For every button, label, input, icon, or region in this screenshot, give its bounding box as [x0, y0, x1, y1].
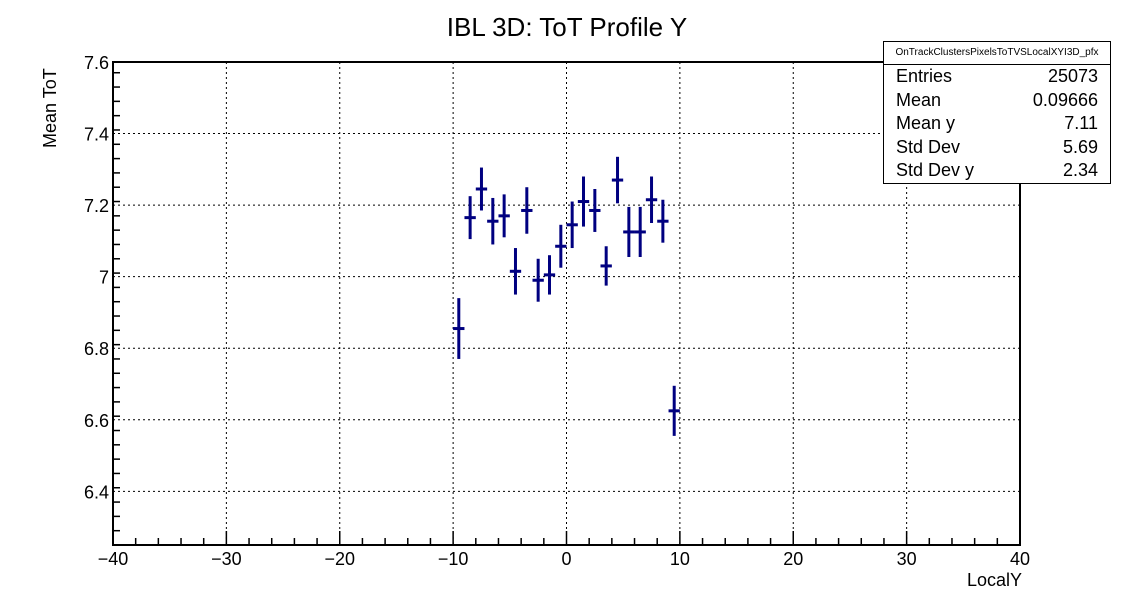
stats-box-title: OnTrackClustersPixelsToTVSLocalXYI3D_pfx: [884, 42, 1110, 65]
stats-value: 5.69: [1062, 136, 1098, 157]
stats-value: 2.34: [1062, 160, 1098, 180]
y-tick-label: 7.2: [84, 196, 109, 216]
stats-label: Std Dev y: [896, 160, 975, 180]
x-tick-label: −30: [211, 549, 242, 569]
x-axis-label: LocalY: [966, 570, 1022, 590]
x-tick-label: −10: [438, 549, 469, 569]
x-tick-label: 10: [670, 549, 690, 569]
stats-row-mean-y: Mean y 7.11: [884, 112, 1110, 136]
stats-row-std-dev-y: Std Dev y 2.34: [884, 159, 1110, 183]
x-tick-label: 40: [1010, 549, 1030, 569]
y-tick-label: 7: [99, 268, 109, 288]
y-tick-label: 6.4: [84, 482, 109, 502]
stats-label: Entries: [896, 66, 953, 86]
stats-value: 0.09666: [1032, 89, 1098, 110]
stats-row-entries: Entries 25073: [884, 65, 1110, 89]
x-tick-label: 20: [783, 549, 803, 569]
stats-label: Std Dev: [896, 136, 961, 157]
y-tick-label: 7.6: [84, 53, 109, 73]
stats-value: 25073: [1047, 66, 1098, 86]
stats-box: OnTrackClustersPixelsToTVSLocalXYI3D_pfx…: [883, 41, 1111, 184]
x-tick-label: −40: [98, 549, 129, 569]
y-tick-label: 7.4: [84, 125, 109, 145]
x-tick-label: −20: [324, 549, 355, 569]
x-tick-label: 0: [561, 549, 571, 569]
x-tick-label: 30: [897, 549, 917, 569]
y-tick-label: 6.6: [84, 411, 109, 431]
stats-label: Mean y: [896, 113, 956, 133]
stats-value: 7.11: [1064, 113, 1098, 133]
chart-title: IBL 3D: ToT Profile Y: [446, 12, 688, 42]
y-axis-label: Mean ToT: [40, 68, 60, 148]
stats-row-std-dev: Std Dev 5.69: [884, 136, 1110, 160]
stats-label: Mean: [896, 89, 942, 110]
stats-row-mean: Mean 0.09666: [884, 89, 1110, 113]
y-tick-label: 6.8: [84, 339, 109, 359]
